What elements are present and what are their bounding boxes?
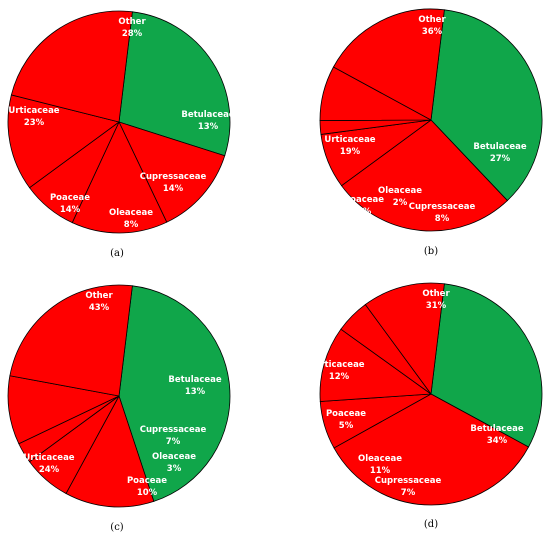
slice-percent: 23% [24,118,45,128]
slice-label-c-other: Other 43% [85,291,113,313]
slice-name: Oleaceae [152,452,196,462]
slice-name: Urticaceae [313,360,364,370]
pie-chart-c: Other 43% Betulaceae 13% Cupressaceae 7% Oleac… [7,284,231,533]
slice-label-b-other: Other 36% [418,15,446,37]
slice-name: Cupressaceae [375,476,442,486]
slice-percent: 13% [198,122,219,132]
slice-label-a-oleaceae: Oleaceae 8% [109,208,153,230]
slice-percent: 8% [124,220,139,230]
slice-name: Other [85,291,113,301]
slice-percent: 11% [370,466,391,476]
slice-name: Poaceae [127,476,167,486]
pie-slice-c-urticaceae [9,284,133,397]
pie-slice-b-urticaceae [332,8,445,121]
slice-label-d-other: Other 31% [422,289,450,311]
slice-label-c-poaceae: Poaceae 10% [127,476,167,498]
pie-chart-a: Other 28% Betulaceae 13% Cupressaceae 14% Olea… [7,10,235,259]
slice-percent: 3% [167,464,182,474]
slice-percent: 24% [39,465,60,475]
slice-name: Poaceae [344,195,384,205]
slice-name: Betulaceae [470,424,524,434]
slice-label-b-cupressaceae: Cupressaceae 8% [409,202,476,224]
slice-percent: 8% [357,207,372,217]
slice-label-c-urticaceae: Urticaceae 24% [23,453,74,475]
slice-name: Urticaceae [23,453,74,463]
slice-name: Betulaceae [168,375,222,385]
slice-name: Other [118,17,146,27]
slice-label-a-poaceae: Poaceae 14% [50,193,90,215]
slice-name: Poaceae [50,193,90,203]
slice-name: Poaceae [326,409,366,419]
slice-name: Oleaceae [378,186,422,196]
pie-slice-c-other [118,285,231,502]
pie-slice-a-cupressaceae [71,121,168,234]
slice-label-c-cupressaceae: Cupressaceae 7% [140,425,207,447]
slice-percent: 14% [60,205,81,215]
pie-slice-b-betulaceae [340,119,508,232]
slice-label-d-cupressaceae: Cupressaceae 7% [375,476,442,498]
pie-chart-d: Other 31% Betulaceae 34% Cupressaceae 7% Oleac… [313,282,543,530]
slice-percent: 14% [163,184,184,194]
pie-slice-d-other [430,283,543,448]
slice-percent: 31% [426,301,447,311]
slice-label-c-oleaceae: Oleaceae 3% [152,452,196,474]
slice-percent: 13% [185,387,206,397]
slice-percent: 19% [340,147,361,157]
slice-name: Oleaceae [109,208,153,218]
slice-percent: 43% [89,303,110,313]
panel-label-c: (c) [110,522,124,533]
slice-name: Betulaceae [181,110,235,120]
slice-label-a-cupressaceae: Cupressaceae 14% [140,172,207,194]
pie-slice-d-oleaceae [319,328,433,402]
pie-slice-d-urticaceae [364,282,445,396]
slice-percent: 7% [401,488,416,498]
slice-name: Betulaceae [473,142,527,152]
slice-label-a-other: Other 28% [118,17,146,39]
pie-slice-d-betulaceae [333,393,530,506]
slice-percent: 27% [490,154,511,164]
slice-name: Cupressaceae [140,172,207,182]
slice-label-d-urticaceae: Urticaceae 12% [313,360,364,382]
slice-name: Other [418,15,446,25]
slice-name: Oleaceae [358,454,402,464]
slice-percent: 28% [122,29,143,39]
pie-slice-a-poaceae [7,94,120,189]
slice-name: Other [422,289,450,299]
slice-percent: 34% [487,436,508,446]
slice-percent: 5% [339,421,354,431]
slice-label-b-betulaceae: Betulaceae 27% [473,142,527,164]
slice-percent: 12% [329,372,350,382]
slice-label-a-betulaceae: Betulaceae 13% [181,110,235,132]
pie-chart-b: Other 36% Betulaceae 27% Cupressaceae 8% Oleac… [319,8,543,257]
pie-slice-a-betulaceae [118,121,226,223]
slice-percent: 8% [435,214,450,224]
slice-label-d-poaceae: Poaceae 5% [326,409,366,431]
slice-name: Urticaceae [8,106,59,116]
slice-label-b-poaceae: Poaceae 8% [344,195,384,217]
slice-label-d-betulaceae: Betulaceae 34% [470,424,524,446]
slice-label-d-oleaceae: Oleaceae 11% [358,454,402,476]
slice-percent: 2% [393,198,408,208]
slice-percent: 7% [166,437,181,447]
panel-label-a: (a) [110,248,124,259]
pie-slice-c-betulaceae [65,394,155,508]
pie-slice-b-other [430,9,543,202]
slice-label-c-betulaceae: Betulaceae 13% [168,375,222,397]
slice-label-b-oleaceae: Oleaceae 2% [378,186,422,208]
panel-label-d: (d) [424,519,438,530]
pie-slice-a-urticaceae [10,10,133,123]
slice-percent: 10% [137,488,158,498]
pie-slice-a-other [118,11,231,157]
slice-percent: 36% [422,27,443,37]
slice-name: Urticaceae [324,135,375,145]
slice-label-b-urticaceae: Urticaceae 19% [324,135,375,157]
slice-label-a-urticaceae: Urticaceae 23% [8,106,59,128]
slice-name: Cupressaceae [409,202,476,212]
panel-label-b: (b) [424,246,438,257]
slice-name: Cupressaceae [140,425,207,435]
